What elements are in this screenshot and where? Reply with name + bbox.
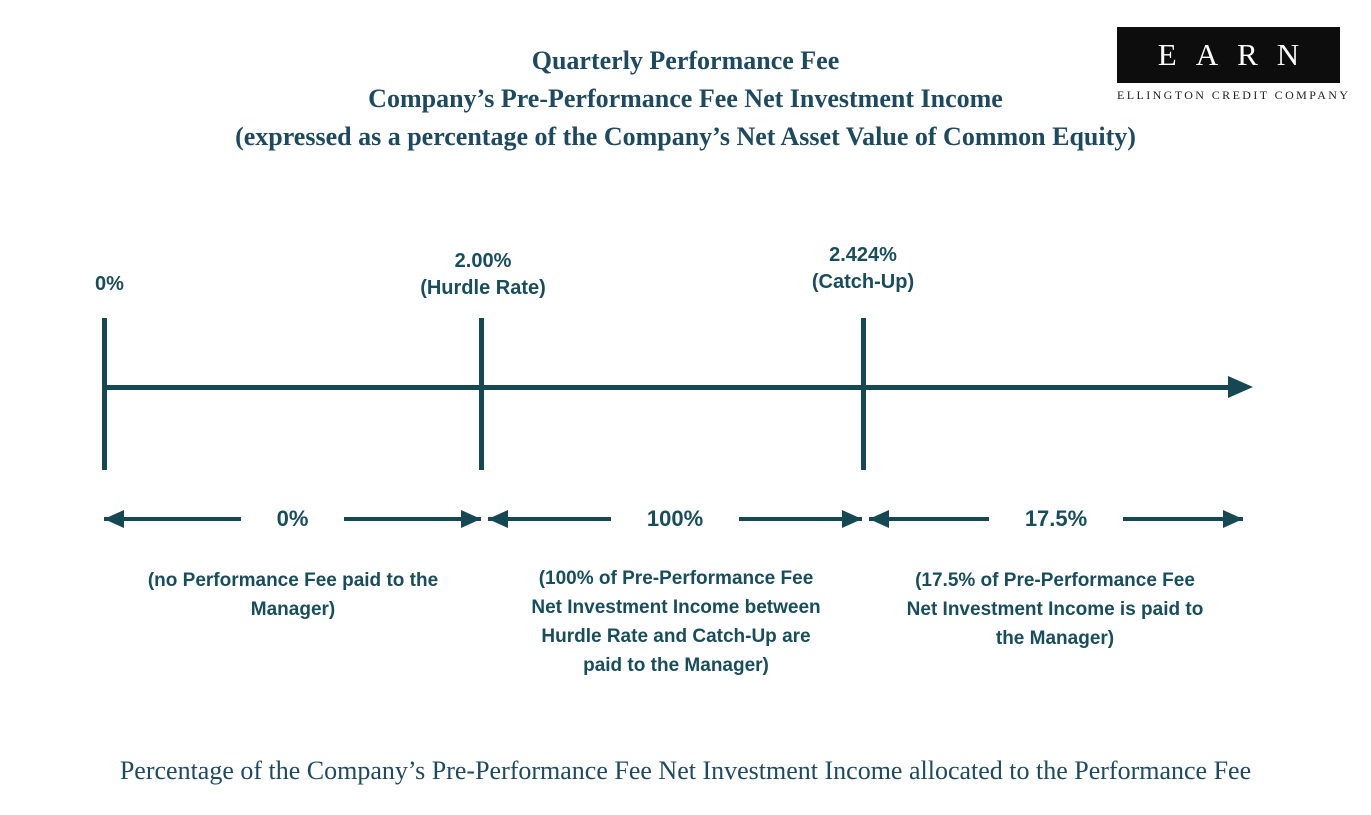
axis-line <box>104 385 1232 390</box>
segment-description: (17.5% of Pre-Performance Fee Net Invest… <box>906 570 1204 649</box>
logo-box: EARN <box>1117 27 1340 83</box>
arrow-right-icon <box>739 510 862 528</box>
title-line-1: Quarterly Performance Fee <box>531 46 840 75</box>
tick-value: 0% <box>95 273 124 295</box>
tick-sublabel: (Catch-Up) <box>811 271 915 293</box>
company-logo: EARN ELLINGTON CREDIT COMPANY <box>1117 27 1351 103</box>
arrow-right-icon <box>1123 510 1244 528</box>
axis-tick-catch-up <box>861 318 866 470</box>
segment-below-hurdle: 0% <box>104 506 482 531</box>
segment-rate: 100% <box>646 506 704 531</box>
axis-arrowhead-icon <box>1228 376 1253 398</box>
segment-description: (no Performance Fee paid to the Manager) <box>147 570 439 620</box>
arrow-right-icon <box>344 510 482 528</box>
arrow-left-icon <box>869 510 989 528</box>
tick-label-zero: 0% <box>95 271 124 298</box>
tick-value: 2.00% <box>454 250 512 272</box>
tick-value: 2.424% <box>829 244 897 266</box>
logo-company-name: ELLINGTON CREDIT COMPANY <box>1117 88 1351 102</box>
segment-above-catch-up: 17.5% <box>869 506 1244 531</box>
segment-rate: 0% <box>276 506 309 531</box>
tick-label-catch-up: 2.424% (Catch-Up) <box>713 242 1013 296</box>
segment-description: (100% of Pre-Performance Fee Net Investm… <box>531 568 821 676</box>
tick-label-hurdle-rate: 2.00% (Hurdle Rate) <box>333 248 633 302</box>
arrow-left-icon <box>104 510 241 528</box>
segment-rate: 17.5% <box>1024 506 1088 531</box>
logo-acronym: EARN <box>1157 37 1319 72</box>
axis-caption: Percentage of the Company’s Pre-Performa… <box>119 756 1252 785</box>
title-line-2: Company’s Pre-Performance Fee Net Invest… <box>368 84 1003 113</box>
axis-tick-hurdle-rate <box>479 318 484 470</box>
tick-sublabel: (Hurdle Rate) <box>420 277 546 299</box>
segment-catch-up: 100% <box>488 506 862 531</box>
title-line-3: (expressed as a percentage of the Compan… <box>235 122 1136 151</box>
arrow-left-icon <box>488 510 611 528</box>
page-title: Quarterly Performance Fee Company’s Pre-… <box>0 42 1371 156</box>
axis-tick-zero <box>102 318 107 470</box>
